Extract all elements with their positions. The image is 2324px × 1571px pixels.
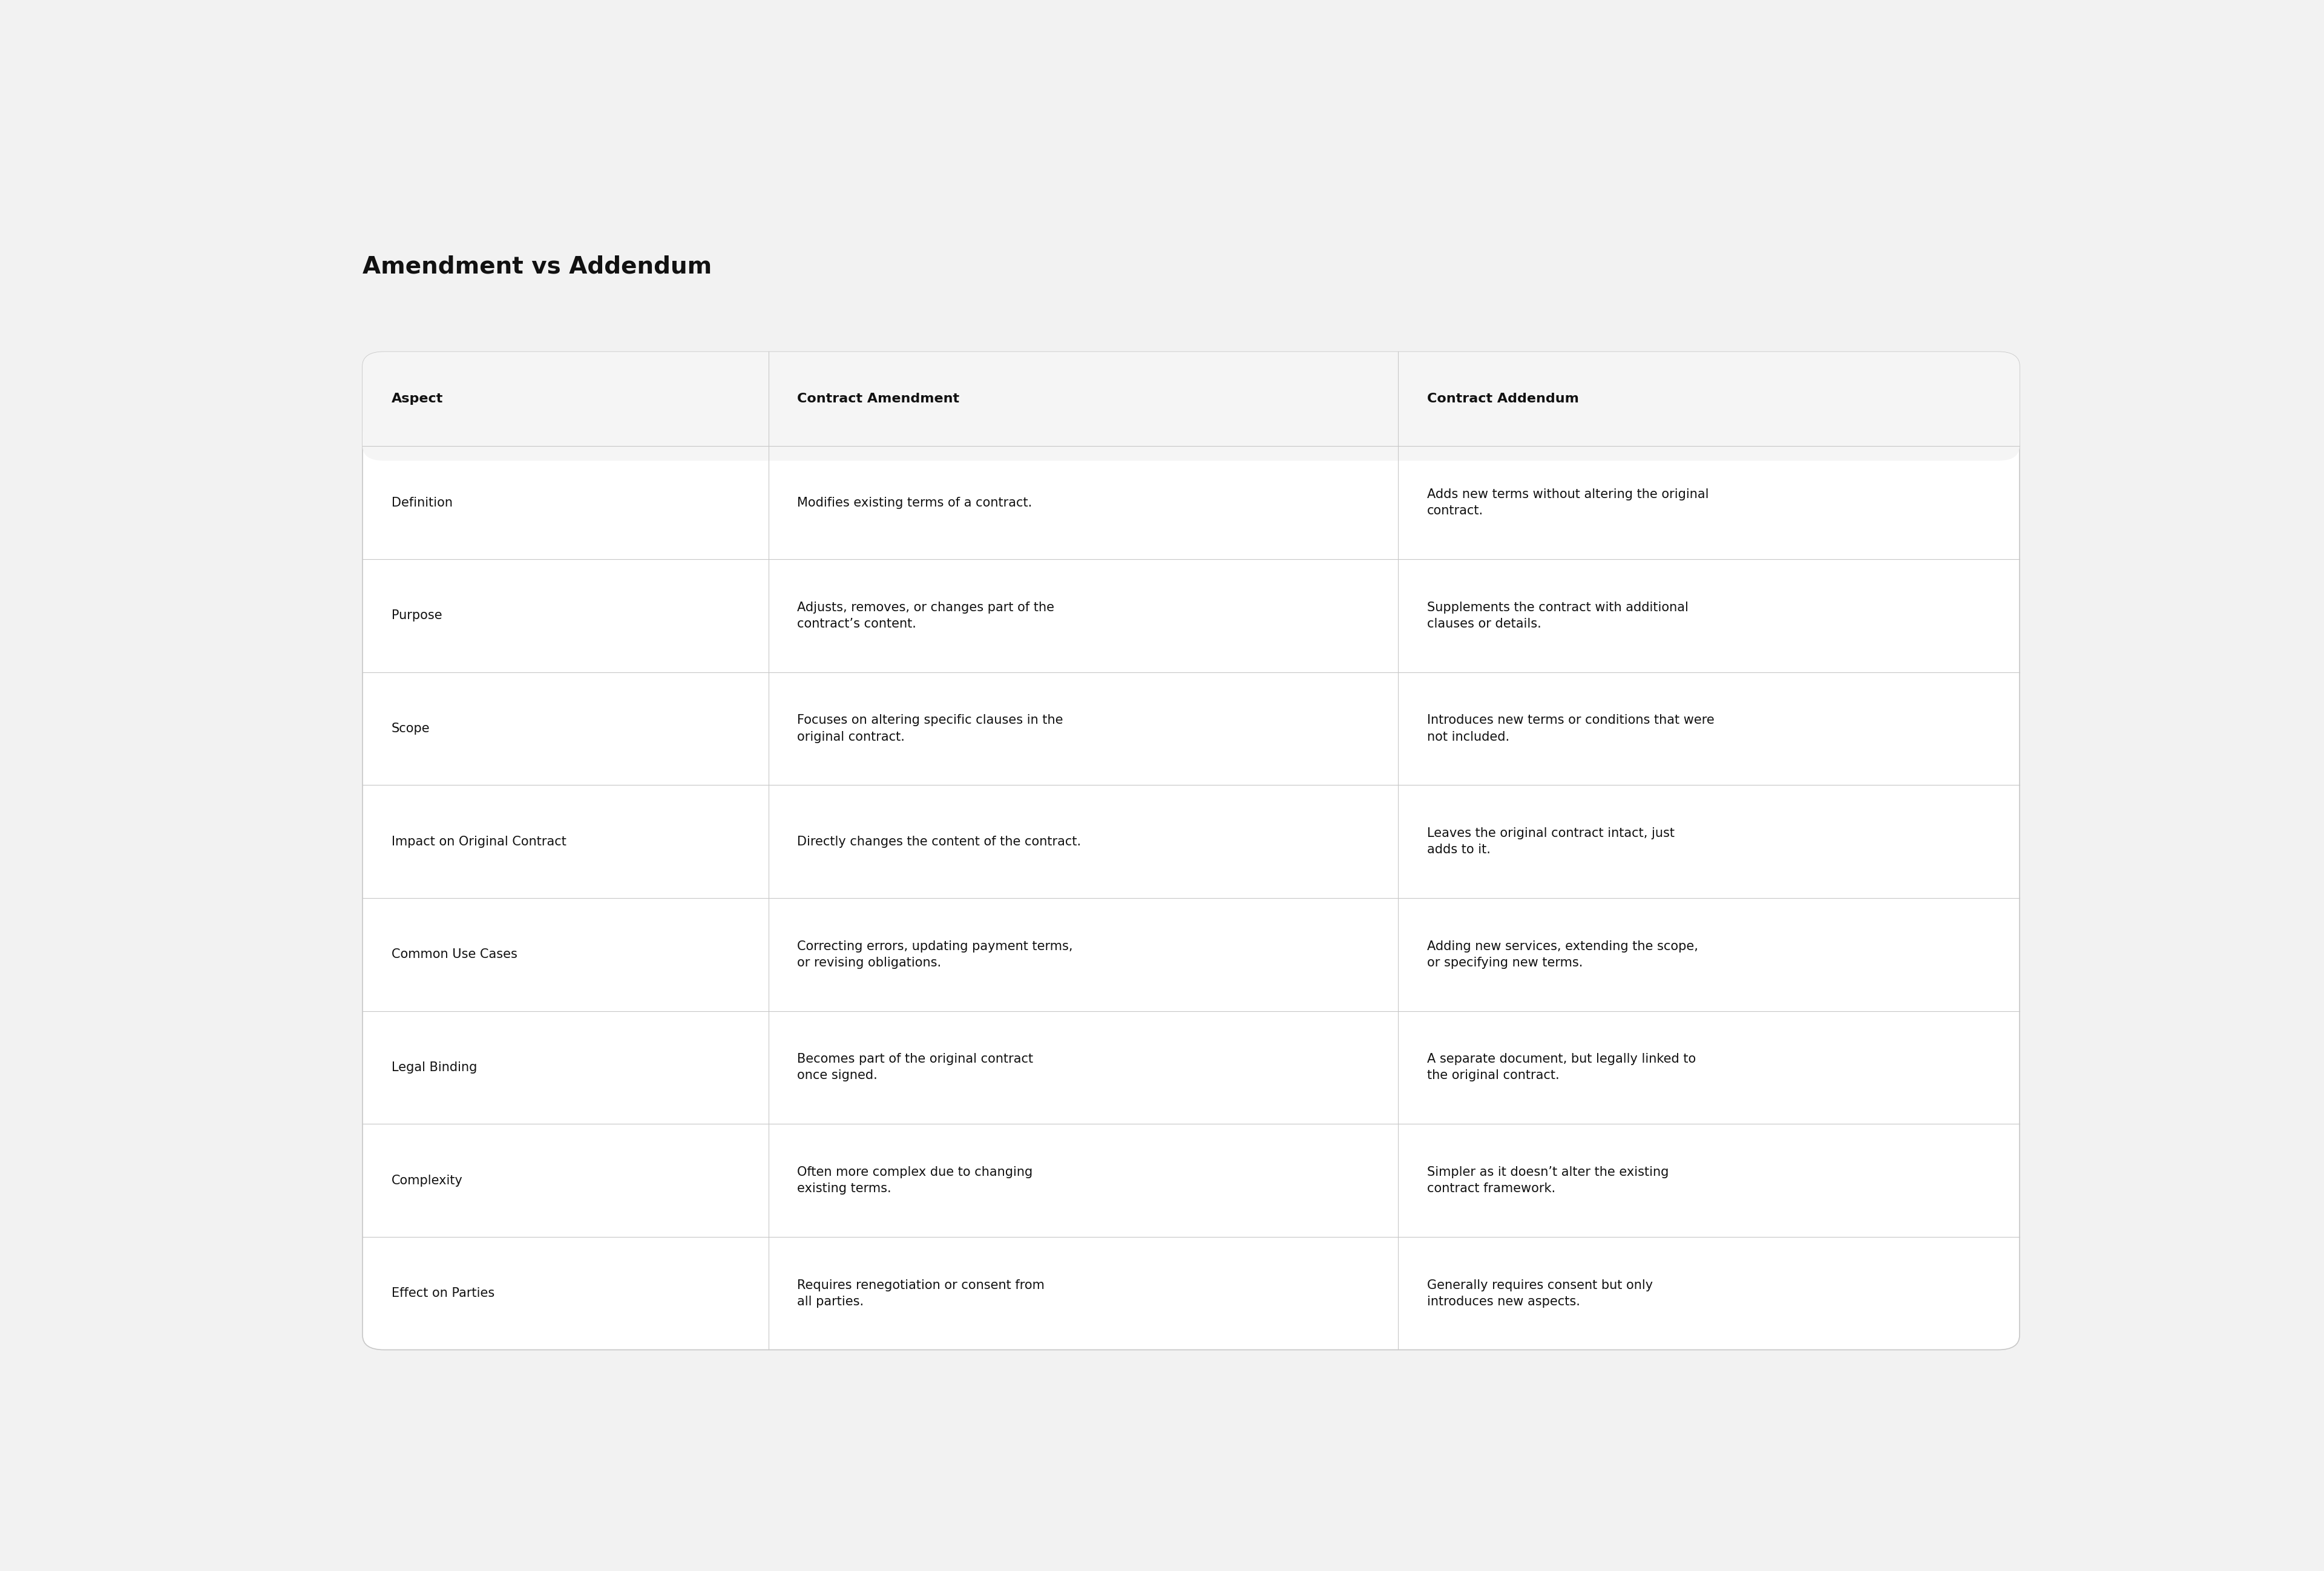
Text: Introduces new terms or conditions that were
not included.: Introduces new terms or conditions that … [1427, 715, 1715, 743]
Text: Adds new terms without altering the original
contract.: Adds new terms without altering the orig… [1427, 489, 1708, 517]
Text: Adding new services, extending the scope,
or specifying new terms.: Adding new services, extending the scope… [1427, 939, 1699, 969]
Text: Complexity: Complexity [390, 1174, 462, 1186]
Text: Contract Addendum: Contract Addendum [1427, 393, 1578, 405]
Text: Adjusts, removes, or changes part of the
contract’s content.: Adjusts, removes, or changes part of the… [797, 602, 1055, 630]
Text: Legal Binding: Legal Binding [390, 1062, 476, 1073]
Text: Simpler as it doesn’t alter the existing
contract framework.: Simpler as it doesn’t alter the existing… [1427, 1166, 1669, 1194]
Text: Impact on Original Contract: Impact on Original Contract [390, 836, 567, 848]
Text: Leaves the original contract intact, just
adds to it.: Leaves the original contract intact, jus… [1427, 828, 1676, 856]
FancyBboxPatch shape [363, 352, 2020, 1349]
Text: Definition: Definition [390, 496, 453, 509]
Text: Focuses on altering specific clauses in the
original contract.: Focuses on altering specific clauses in … [797, 715, 1064, 743]
Text: Becomes part of the original contract
once signed.: Becomes part of the original contract on… [797, 1053, 1034, 1082]
Text: Purpose: Purpose [390, 610, 442, 622]
Text: Generally requires consent but only
introduces new aspects.: Generally requires consent but only intr… [1427, 1279, 1652, 1307]
Text: Often more complex due to changing
existing terms.: Often more complex due to changing exist… [797, 1166, 1032, 1194]
FancyBboxPatch shape [363, 352, 2020, 460]
Text: Contract Amendment: Contract Amendment [797, 393, 960, 405]
Text: Modifies existing terms of a contract.: Modifies existing terms of a contract. [797, 496, 1032, 509]
Text: Amendment vs Addendum: Amendment vs Addendum [363, 255, 711, 278]
Text: Requires renegotiation or consent from
all parties.: Requires renegotiation or consent from a… [797, 1279, 1046, 1307]
Text: Directly changes the content of the contract.: Directly changes the content of the cont… [797, 836, 1081, 848]
Text: Aspect: Aspect [390, 393, 444, 405]
Text: Effect on Parties: Effect on Parties [390, 1287, 495, 1299]
Text: A separate document, but legally linked to
the original contract.: A separate document, but legally linked … [1427, 1053, 1697, 1082]
Text: Correcting errors, updating payment terms,
or revising obligations.: Correcting errors, updating payment term… [797, 939, 1074, 969]
Text: Common Use Cases: Common Use Cases [390, 949, 518, 960]
Text: Supplements the contract with additional
clauses or details.: Supplements the contract with additional… [1427, 602, 1687, 630]
Text: Scope: Scope [390, 723, 430, 735]
Bar [363, 432, 2020, 446]
